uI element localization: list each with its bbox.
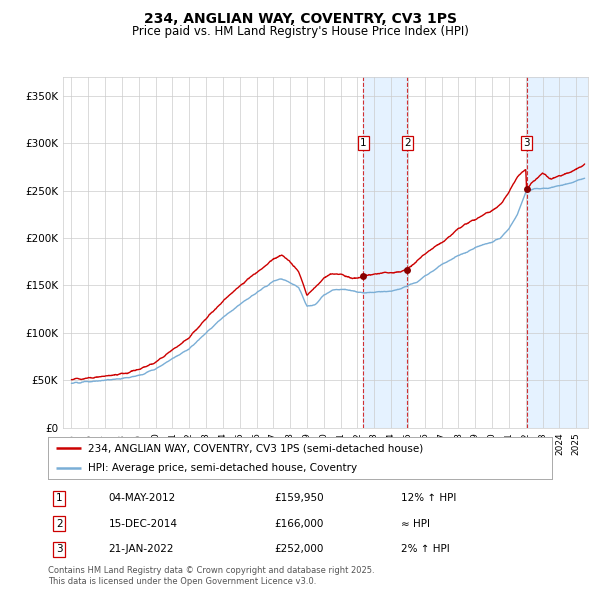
Text: Price paid vs. HM Land Registry's House Price Index (HPI): Price paid vs. HM Land Registry's House … <box>131 25 469 38</box>
Text: £252,000: £252,000 <box>275 544 324 554</box>
Text: 2: 2 <box>404 138 410 148</box>
Bar <box>527 77 588 428</box>
Text: £166,000: £166,000 <box>275 519 324 529</box>
Text: 04-MAY-2012: 04-MAY-2012 <box>109 493 176 503</box>
Text: 234, ANGLIAN WAY, COVENTRY, CV3 1PS (semi-detached house): 234, ANGLIAN WAY, COVENTRY, CV3 1PS (sem… <box>88 444 424 454</box>
Text: 3: 3 <box>56 544 62 554</box>
Text: 234, ANGLIAN WAY, COVENTRY, CV3 1PS: 234, ANGLIAN WAY, COVENTRY, CV3 1PS <box>143 12 457 26</box>
Text: HPI: Average price, semi-detached house, Coventry: HPI: Average price, semi-detached house,… <box>88 464 358 473</box>
Text: 15-DEC-2014: 15-DEC-2014 <box>109 519 178 529</box>
Text: 3: 3 <box>523 138 530 148</box>
Text: 2% ↑ HPI: 2% ↑ HPI <box>401 544 449 554</box>
Text: Contains HM Land Registry data © Crown copyright and database right 2025.
This d: Contains HM Land Registry data © Crown c… <box>48 566 374 586</box>
Text: 1: 1 <box>56 493 62 503</box>
Text: 1: 1 <box>360 138 367 148</box>
Text: £159,950: £159,950 <box>275 493 325 503</box>
Text: 12% ↑ HPI: 12% ↑ HPI <box>401 493 456 503</box>
Text: ≈ HPI: ≈ HPI <box>401 519 430 529</box>
Text: 2: 2 <box>56 519 62 529</box>
Text: 21-JAN-2022: 21-JAN-2022 <box>109 544 174 554</box>
Bar <box>363 77 407 428</box>
